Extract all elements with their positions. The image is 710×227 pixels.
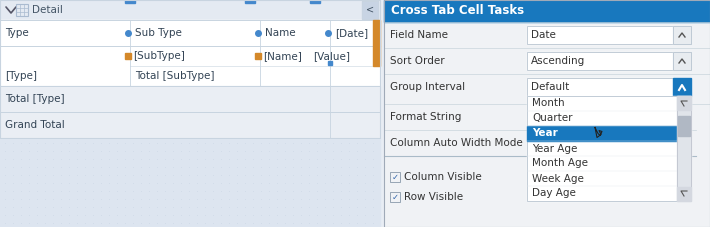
Text: ✓: ✓ bbox=[391, 192, 398, 202]
Text: Month: Month bbox=[532, 99, 564, 109]
Text: Column Visible: Column Visible bbox=[404, 172, 482, 182]
Text: [Type]: [Type] bbox=[5, 71, 37, 81]
Bar bbox=[0, 112, 380, 138]
Text: Date: Date bbox=[531, 30, 556, 40]
Text: Sub Type: Sub Type bbox=[135, 28, 182, 38]
Text: Year: Year bbox=[532, 128, 558, 138]
Text: Day Age: Day Age bbox=[532, 188, 576, 198]
Text: ✓: ✓ bbox=[391, 173, 398, 182]
Text: Group Interval: Group Interval bbox=[390, 82, 465, 92]
Text: [SubType]: [SubType] bbox=[133, 51, 185, 61]
Text: Quarter: Quarter bbox=[532, 114, 572, 123]
Bar bbox=[673, 26, 691, 44]
Bar bbox=[677, 96, 691, 201]
Bar bbox=[678, 116, 690, 136]
Bar bbox=[0, 46, 380, 86]
Text: Format String: Format String bbox=[390, 112, 462, 122]
Bar bbox=[310, 0, 320, 3]
Bar bbox=[384, 0, 710, 227]
Text: Column Auto Width Mode: Column Auto Width Mode bbox=[390, 138, 523, 148]
Bar bbox=[384, 0, 710, 227]
Bar bbox=[384, 0, 710, 22]
Text: Row Visible: Row Visible bbox=[404, 192, 463, 202]
Bar bbox=[362, 1, 378, 19]
Text: Week Age: Week Age bbox=[532, 173, 584, 183]
Bar bbox=[373, 46, 380, 66]
Bar bbox=[673, 52, 691, 70]
Text: Total [Type]: Total [Type] bbox=[5, 94, 65, 104]
Text: Year Age: Year Age bbox=[532, 143, 577, 153]
Bar bbox=[125, 0, 135, 3]
Text: Default: Default bbox=[531, 82, 569, 92]
Bar bbox=[0, 0, 380, 20]
Bar bbox=[16, 4, 28, 16]
Text: Field Name: Field Name bbox=[390, 30, 448, 40]
Text: Detail: Detail bbox=[32, 5, 63, 15]
Bar bbox=[673, 52, 691, 70]
Bar bbox=[677, 96, 691, 201]
Text: Ascending: Ascending bbox=[531, 56, 585, 66]
Bar bbox=[390, 192, 400, 202]
Text: Sort Order: Sort Order bbox=[390, 56, 444, 66]
Text: [Name]: [Name] bbox=[263, 51, 302, 61]
Text: <: < bbox=[366, 5, 374, 15]
Text: [Value]: [Value] bbox=[313, 51, 350, 61]
Bar bbox=[527, 26, 691, 44]
Bar bbox=[677, 187, 691, 201]
Bar bbox=[0, 138, 380, 227]
Bar bbox=[0, 0, 380, 227]
Bar bbox=[527, 52, 691, 70]
Bar bbox=[527, 78, 691, 96]
Bar bbox=[390, 192, 400, 202]
Bar bbox=[527, 96, 691, 201]
Bar bbox=[245, 0, 255, 3]
Bar bbox=[527, 96, 691, 201]
Bar bbox=[0, 0, 380, 20]
Text: Month Age: Month Age bbox=[532, 158, 588, 168]
Text: [Date]: [Date] bbox=[335, 28, 368, 38]
Bar bbox=[673, 26, 691, 44]
Bar bbox=[527, 78, 691, 96]
Bar bbox=[527, 52, 691, 70]
Bar bbox=[390, 172, 400, 182]
Bar bbox=[677, 96, 691, 110]
Text: Cross Tab Cell Tasks: Cross Tab Cell Tasks bbox=[391, 5, 524, 17]
Bar bbox=[0, 86, 380, 112]
Bar bbox=[362, 1, 378, 19]
Text: Grand Total: Grand Total bbox=[5, 120, 65, 130]
Text: Name: Name bbox=[265, 28, 295, 38]
Text: Total [SubType]: Total [SubType] bbox=[135, 71, 214, 81]
Bar bbox=[373, 20, 380, 46]
Bar bbox=[527, 26, 691, 44]
Bar bbox=[673, 78, 691, 96]
Bar bbox=[527, 126, 677, 141]
Bar bbox=[390, 172, 400, 182]
Text: Type: Type bbox=[5, 28, 28, 38]
Bar bbox=[0, 0, 380, 138]
Bar bbox=[0, 20, 380, 46]
